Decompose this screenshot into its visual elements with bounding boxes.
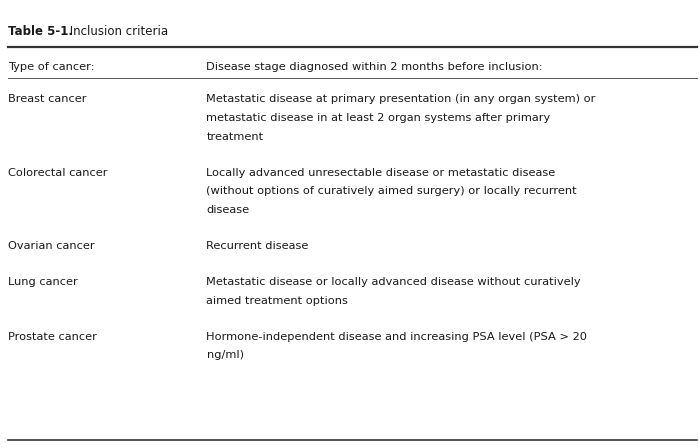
Text: (without options of curatively aimed surgery) or locally recurrent: (without options of curatively aimed sur…: [206, 186, 577, 196]
Text: Disease stage diagnosed within 2 months before inclusion:: Disease stage diagnosed within 2 months …: [206, 62, 543, 72]
Text: Hormone-independent disease and increasing PSA level (PSA > 20: Hormone-independent disease and increasi…: [206, 332, 587, 341]
Text: Inclusion criteria: Inclusion criteria: [66, 25, 168, 38]
Text: Table 5-1.: Table 5-1.: [8, 25, 74, 38]
Text: aimed treatment options: aimed treatment options: [206, 296, 349, 306]
Text: Lung cancer: Lung cancer: [8, 277, 78, 287]
Text: Prostate cancer: Prostate cancer: [8, 332, 97, 341]
Text: Colorectal cancer: Colorectal cancer: [8, 168, 108, 177]
Text: ng/ml): ng/ml): [206, 350, 244, 360]
Text: treatment: treatment: [206, 132, 264, 142]
Text: Recurrent disease: Recurrent disease: [206, 241, 309, 251]
Text: Breast cancer: Breast cancer: [8, 94, 87, 104]
Text: Type of cancer:: Type of cancer:: [8, 62, 95, 72]
Text: Ovarian cancer: Ovarian cancer: [8, 241, 95, 251]
Text: disease: disease: [206, 205, 250, 215]
Text: Metastatic disease at primary presentation (in any organ system) or: Metastatic disease at primary presentati…: [206, 94, 596, 104]
Text: Locally advanced unresectable disease or metastatic disease: Locally advanced unresectable disease or…: [206, 168, 556, 177]
Text: metastatic disease in at least 2 organ systems after primary: metastatic disease in at least 2 organ s…: [206, 113, 551, 123]
Text: Metastatic disease or locally advanced disease without curatively: Metastatic disease or locally advanced d…: [206, 277, 581, 287]
